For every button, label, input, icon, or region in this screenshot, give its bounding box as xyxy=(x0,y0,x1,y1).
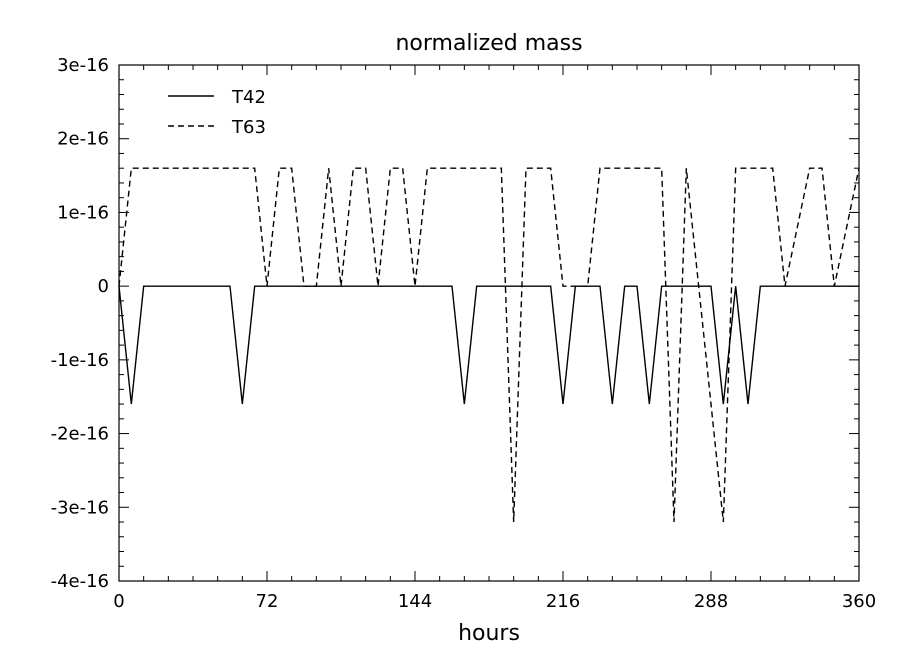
series-layer xyxy=(118,167,860,523)
y-tick-label: 2e-16 xyxy=(57,129,109,150)
y-tick-label: 1e-16 xyxy=(57,202,109,223)
series-line-t63 xyxy=(118,167,860,523)
x-tick-label: 0 xyxy=(113,591,124,612)
tick-labels: 0 72 144 216 288 360 -4e-16 -3e-16 -2e-16 -1e-16 0… xyxy=(51,55,877,612)
x-axis-title: hours xyxy=(458,621,520,646)
x-tick-label: 144 xyxy=(398,591,432,612)
chart-title: normalized mass xyxy=(395,31,582,56)
y-tick-label: -3e-16 xyxy=(51,497,109,518)
legend-label-t63: T63 xyxy=(231,117,266,138)
y-tick-label: -1e-16 xyxy=(51,350,109,371)
axis-ticks xyxy=(118,64,860,582)
y-tick-label: 3e-16 xyxy=(57,55,109,76)
plot-frame xyxy=(118,64,860,582)
x-tick-label: 288 xyxy=(694,591,728,612)
y-tick-label: -4e-16 xyxy=(51,571,109,592)
legend-label-t42: T42 xyxy=(231,87,266,108)
x-tick-label: 72 xyxy=(256,591,279,612)
x-tick-label: 216 xyxy=(546,591,580,612)
y-tick-label: 0 xyxy=(98,276,109,297)
y-tick-label: -2e-16 xyxy=(51,424,109,445)
series-line-t42 xyxy=(118,285,859,405)
x-tick-label: 360 xyxy=(842,591,876,612)
